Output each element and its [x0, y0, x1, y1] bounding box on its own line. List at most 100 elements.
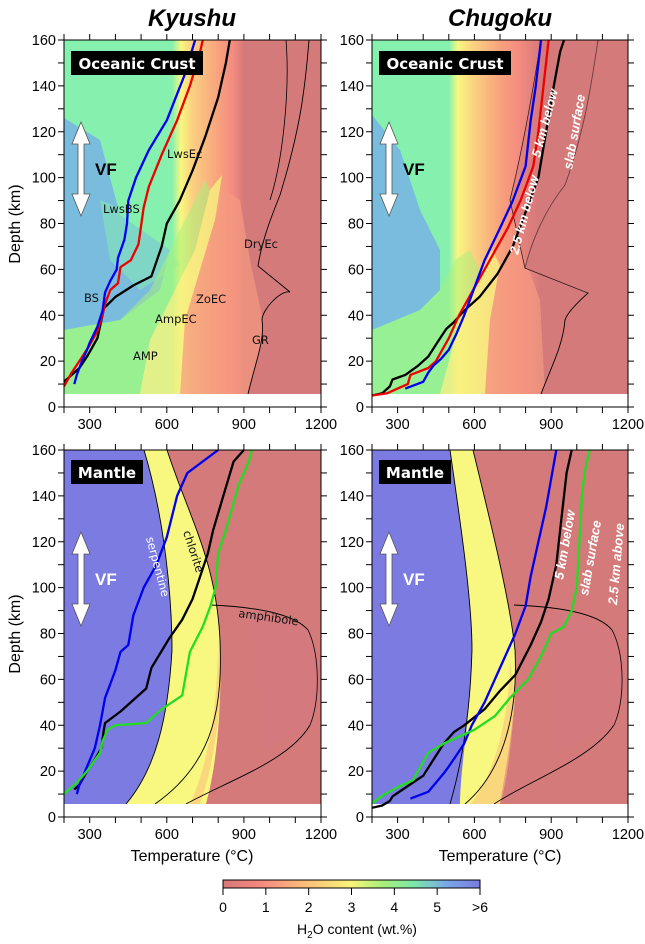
colorbar-tick-label: 5	[433, 899, 441, 915]
ytick-label: 40	[40, 718, 56, 734]
series-line-2-5-km-above	[64, 450, 253, 795]
vf-label: VF	[403, 570, 425, 589]
ytick-label: 100	[32, 171, 56, 187]
field-label-bs: BS	[84, 291, 99, 305]
double-arrow-icon	[379, 530, 399, 628]
label-box-mantle-2	[379, 460, 451, 484]
xtick-label: 300	[385, 827, 409, 843]
ytick-label: 120	[340, 125, 364, 141]
title-chugoku: Chugoku	[448, 5, 552, 32]
ytick-label: 160	[32, 443, 56, 459]
label-box-oceanic-crust-2	[379, 51, 511, 75]
ytick-label: 120	[32, 535, 56, 551]
xtick-label: 600	[155, 827, 179, 843]
xlabel-right: Temperature (°C)	[439, 848, 562, 865]
ytick-label: 0	[48, 400, 56, 416]
panel-kyushu-mantle	[64, 450, 321, 817]
ytick-label: 80	[40, 217, 56, 233]
field-label-gr: GR	[252, 333, 269, 347]
ytick-label: 120	[32, 125, 56, 141]
field-label-amp: AMP	[133, 349, 158, 363]
xlabel-left: Temperature (°C)	[131, 848, 254, 865]
series-line-2-5-km-below	[372, 40, 550, 397]
ytick-label: 20	[348, 354, 364, 370]
vf-label: VF	[95, 570, 117, 589]
ytick-label: 140	[340, 489, 364, 505]
ytick-label: 0	[356, 400, 364, 416]
field-label-lwsec: LwsEc	[167, 147, 202, 161]
ytick-label: 60	[348, 262, 364, 278]
ytick-label: 60	[348, 672, 364, 688]
label-box-mantle	[71, 460, 143, 484]
label-oceanic-crust: Oceanic Crust	[78, 55, 195, 73]
ytick-label: 120	[340, 535, 364, 551]
ytick-label: 100	[32, 581, 56, 597]
xtick-label: 900	[539, 417, 563, 433]
ytick-label: 20	[40, 764, 56, 780]
series-line-slab-surface	[372, 450, 573, 809]
colorbar-tick-label: 4	[390, 899, 398, 915]
field-label-dryec: DryEc	[244, 237, 278, 251]
title-kyushu: Kyushu	[148, 5, 236, 32]
ytick-label: 20	[40, 354, 56, 370]
field-label-lwsbs: LwsBS	[103, 202, 140, 216]
colorbar: 0 1 2 3 4 5 >6 H2O content (wt.%)	[219, 879, 488, 941]
vf-label: VF	[403, 160, 425, 179]
panel-chugoku-mantle	[372, 450, 628, 817]
colorbar-tick-label: 1	[262, 899, 270, 915]
xtick-label: 900	[539, 827, 563, 843]
ytick-label: 40	[348, 718, 364, 734]
series-label-25km-above: 2.5 km above	[605, 523, 627, 607]
ytick-label: 160	[32, 33, 56, 49]
series-line-2-5-km-above	[372, 450, 591, 805]
ytick-label: 160	[340, 33, 364, 49]
ytick-label: 100	[340, 581, 364, 597]
xtick-label: 900	[232, 827, 256, 843]
xtick-label: 900	[232, 417, 256, 433]
xtick-label: 1200	[305, 827, 337, 843]
ytick-label: 100	[340, 171, 364, 187]
ytick-label: 80	[40, 627, 56, 643]
ytick-label: 40	[40, 308, 56, 324]
xtick-label: 600	[155, 417, 179, 433]
series-line-5-km-below	[73, 40, 197, 385]
xtick-label: 600	[462, 827, 486, 843]
ylabel-top: Depth (km)	[7, 184, 24, 263]
xtick-label: 300	[385, 417, 409, 433]
field-label-ampec: AmpEC	[155, 312, 197, 326]
ytick-label: 160	[340, 443, 364, 459]
ytick-label: 60	[40, 672, 56, 688]
xtick-label: 300	[78, 417, 102, 433]
xtick-label: 300	[78, 827, 102, 843]
label-mantle-2: Mantle	[386, 464, 444, 482]
label-oceanic-crust-2: Oceanic Crust	[386, 55, 503, 73]
colorbar-tick-label: 0	[219, 899, 227, 915]
series-line-5-km-below	[75, 450, 219, 795]
panel-kyushu-crust	[64, 40, 321, 407]
ytick-label: 140	[32, 489, 56, 505]
field-label-zoec: ZoEC	[196, 292, 226, 306]
ytick-label: 60	[40, 262, 56, 278]
label-box-oceanic-crust	[71, 51, 203, 75]
series-line-5-km-below	[404, 40, 543, 390]
ylabel-bottom: Depth (km)	[7, 594, 24, 673]
panel-chugoku-crust	[372, 40, 628, 407]
xtick-label: 1200	[612, 417, 644, 433]
double-arrow-icon	[71, 530, 91, 628]
xtick-label: 1200	[305, 417, 337, 433]
vf-label: VF	[95, 160, 117, 179]
colorbar-tick-label: 3	[348, 899, 356, 915]
volcanic-front-arrows: VF VF VF VF	[71, 120, 425, 628]
ytick-label: 140	[32, 79, 56, 95]
xtick-label: 1200	[612, 827, 644, 843]
ytick-label: 20	[348, 764, 364, 780]
colorbar-tick-label: >6	[472, 899, 488, 915]
ytick-label: 0	[356, 810, 364, 826]
ytick-label: 80	[348, 627, 364, 643]
xtick-label: 600	[462, 417, 486, 433]
ytick-label: 40	[348, 308, 364, 324]
series-line-slab-surface	[64, 40, 231, 383]
double-arrow-icon	[379, 120, 399, 218]
